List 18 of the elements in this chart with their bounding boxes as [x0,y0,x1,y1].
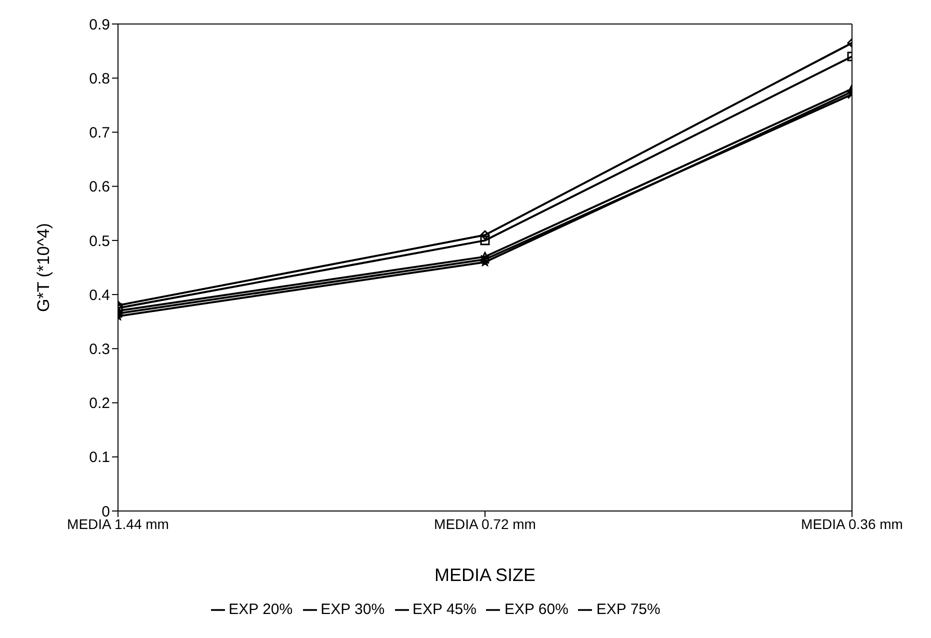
y-tick-label: 0.3 [89,340,110,358]
legend-label: EXP 75% [596,601,660,618]
y-tick-label: 0.9 [89,16,110,34]
legend-label: EXP 30% [320,601,385,618]
y-tick-label: 0.7 [89,124,110,142]
x-tick-label: MEDIA 0.36 mm [801,516,903,532]
x-axis-title: MEDIA SIZE [434,565,536,585]
y-tick-label: 0.4 [89,286,110,304]
y-tick-label: 0.5 [89,232,110,250]
legend-label: EXP 60% [504,601,568,618]
legend-label: EXP 45% [412,601,476,618]
y-axis-title: G*T (*10^4) [34,223,54,312]
y-tick-label: 0.1 [89,449,110,466]
y-tick-label: 0.2 [89,395,110,412]
x-tick-label: MEDIA 0.72 mm [434,516,536,532]
legend-label: EXP 20% [228,601,293,618]
y-tick-label: 0.6 [89,178,110,196]
y-tick-label: 0.8 [89,70,110,88]
